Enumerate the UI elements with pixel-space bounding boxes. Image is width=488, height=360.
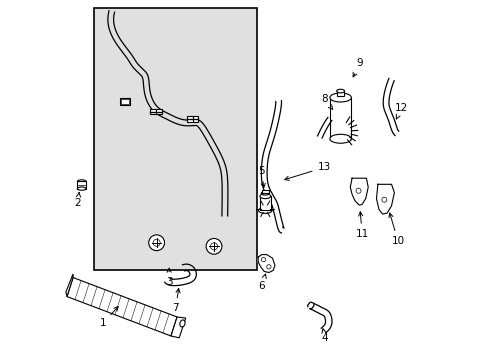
FancyBboxPatch shape xyxy=(94,8,257,270)
Text: 3: 3 xyxy=(165,268,172,287)
Polygon shape xyxy=(258,255,274,273)
Ellipse shape xyxy=(336,89,344,93)
Text: 11: 11 xyxy=(355,212,368,239)
Text: 12: 12 xyxy=(394,103,407,119)
Bar xyxy=(150,109,162,114)
Text: 2: 2 xyxy=(74,193,81,208)
Bar xyxy=(262,190,268,193)
Circle shape xyxy=(148,235,164,251)
Ellipse shape xyxy=(329,134,351,143)
Polygon shape xyxy=(67,278,177,336)
Polygon shape xyxy=(171,317,185,338)
Text: 4: 4 xyxy=(321,329,328,343)
Bar xyxy=(186,116,198,122)
Ellipse shape xyxy=(77,180,86,183)
Polygon shape xyxy=(349,178,367,205)
Text: 5: 5 xyxy=(258,166,265,188)
Text: 1: 1 xyxy=(100,307,118,328)
Ellipse shape xyxy=(258,208,271,213)
Ellipse shape xyxy=(180,320,184,327)
Text: 10: 10 xyxy=(388,213,404,246)
Text: 7: 7 xyxy=(172,288,180,314)
Polygon shape xyxy=(376,184,394,214)
Text: 6: 6 xyxy=(258,274,265,291)
Ellipse shape xyxy=(329,93,351,102)
Ellipse shape xyxy=(260,194,270,199)
Bar xyxy=(121,99,128,104)
Polygon shape xyxy=(66,274,73,297)
Bar xyxy=(120,98,129,105)
Bar xyxy=(260,196,270,211)
Text: 9: 9 xyxy=(352,58,363,77)
Ellipse shape xyxy=(77,187,86,190)
Circle shape xyxy=(206,238,222,254)
Bar xyxy=(77,181,86,189)
Text: 13: 13 xyxy=(284,162,330,180)
Bar xyxy=(336,91,344,96)
Ellipse shape xyxy=(261,192,269,195)
Bar xyxy=(329,98,351,139)
Text: 8: 8 xyxy=(320,94,332,109)
